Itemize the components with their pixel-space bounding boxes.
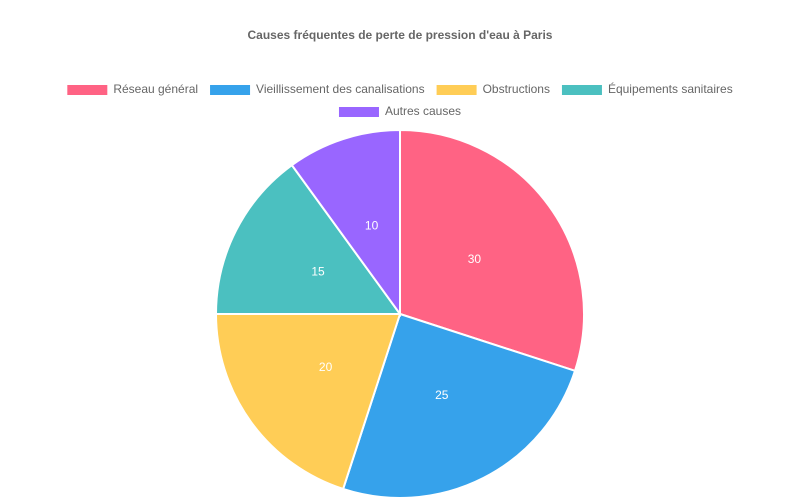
value-label: 10 [365, 219, 379, 233]
legend-swatch [67, 85, 108, 95]
legend-swatch [436, 85, 477, 95]
value-label: 15 [311, 264, 325, 278]
legend-swatch [210, 85, 251, 95]
pie-slice[interactable] [214, 313, 402, 491]
legend-label: Obstructions [483, 82, 550, 96]
pie: 30 25 20 15 10 [214, 128, 585, 499]
pie-slice[interactable] [290, 128, 401, 318]
pie-slice[interactable] [341, 312, 577, 499]
value-label: 25 [435, 388, 449, 402]
legend-item[interactable]: Vieillissement des canalisations [210, 82, 425, 96]
legend-label: Réseau général [113, 82, 198, 96]
legend-item[interactable]: Obstructions [436, 82, 550, 96]
legend-label: Autres causes [385, 104, 461, 118]
legend-swatch [561, 85, 602, 95]
legend-label: Vieillissement des canalisations [256, 82, 425, 96]
legend-item[interactable]: Équipements sanitaires [561, 81, 733, 96]
legend-item[interactable]: Réseau général [67, 82, 198, 96]
pie-slice[interactable] [399, 128, 585, 373]
legend-swatch [338, 107, 379, 117]
chart-title: Causes fréquentes de perte de pression d… [248, 28, 553, 42]
pie-slice[interactable] [214, 163, 402, 315]
value-label: 30 [468, 252, 482, 266]
value-label: 20 [319, 360, 333, 374]
legend: Réseau général Vieillissement des canalis… [67, 81, 733, 118]
legend-item[interactable]: Autres causes [338, 104, 461, 118]
legend-label: Équipements sanitaires [608, 81, 733, 96]
